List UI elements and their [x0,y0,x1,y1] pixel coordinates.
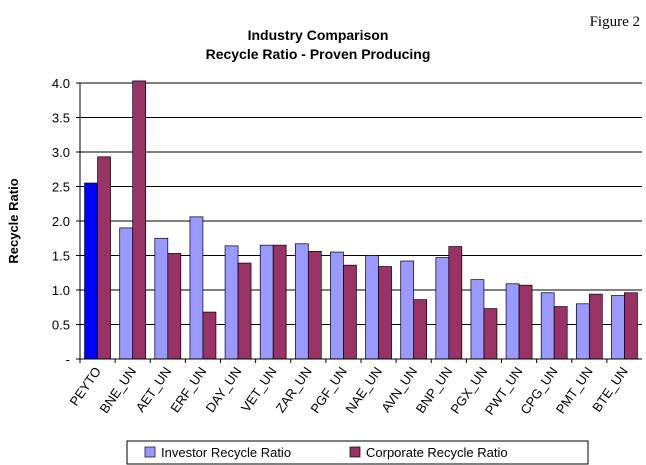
x-tick-label: BNE_UN [97,364,140,416]
bar [400,260,415,360]
bar [540,292,555,360]
legend-label: Investor Recycle Ratio [161,445,291,460]
y-tick-label: 3.0 [52,145,70,160]
bar [588,293,603,360]
y-axis-label: Recycle Ratio [6,178,21,263]
y-tick-label: 0.5 [52,318,70,333]
bar [470,279,485,360]
bar [378,266,392,360]
bar [189,216,204,360]
bar [97,156,111,360]
bar [435,257,450,360]
x-tick-label: NAE_UN [342,364,385,416]
bar [575,303,590,360]
bar [237,262,252,360]
bar [505,283,520,360]
bar [448,246,463,360]
bar [343,264,357,360]
bar [611,295,625,360]
y-tick-label: 1.5 [52,249,70,264]
bar [624,292,638,360]
legend-swatch [144,446,156,458]
chart-title: Industry Comparison [248,27,389,43]
bar [154,237,169,360]
bar [518,284,533,360]
legend-label: Corporate Recycle Ratio [366,445,508,460]
bar [167,253,182,360]
bar [294,243,309,360]
y-tick-label: 2.5 [52,180,70,195]
bar [272,244,287,360]
bar [553,306,568,360]
legend-swatch [349,446,361,458]
figure-label: Figure 2 [590,14,640,30]
bar [224,245,239,360]
bar [119,227,134,360]
y-tick-label: 1.0 [52,283,70,298]
bar [307,251,322,360]
bar [259,244,274,360]
bar [202,311,217,360]
bar [132,80,147,360]
bar [84,182,98,360]
y-tick-label: 4.0 [52,76,70,91]
x-tick-label: BTE_UN [589,364,631,415]
y-tick-label: 2.0 [52,214,70,229]
chart-subtitle: Recycle Ratio - Proven Producing [206,46,431,62]
y-tick-label: 3.5 [52,111,70,126]
bar [365,255,379,360]
y-tick-label: - [66,352,70,367]
bar [413,299,428,360]
bar [483,308,498,360]
x-tick-label: PEYTO [67,364,104,409]
bar [330,251,344,360]
